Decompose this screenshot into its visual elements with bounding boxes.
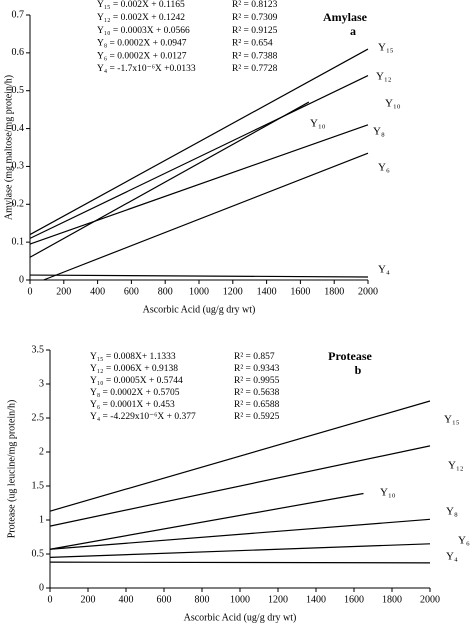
equation: Y₁₅ = 0.002X + 0.1165 (97, 0, 185, 10)
r-squared: R² = 0.7309 (232, 13, 278, 23)
series-line (29, 75, 369, 239)
r-squared: R² = 0.7728 (232, 64, 278, 74)
series-line (29, 274, 369, 278)
y-tick-label: 0 (19, 274, 24, 285)
y-tick-label: 0.5 (32, 548, 45, 559)
x-tick-label: 600 (157, 594, 172, 605)
y-tick-label: 0 (39, 582, 44, 593)
series-label: Y₁₂ (448, 460, 464, 472)
y-axis-title: Amylase (mg maltose/mg protein/h) (3, 75, 14, 220)
series-label: Y₁₅ (378, 42, 394, 54)
x-tick-label: 1000 (230, 594, 250, 605)
y-tick-label: 1.5 (32, 480, 45, 491)
series-label: Y₄ (378, 264, 390, 276)
chart-subtitle: a (350, 24, 356, 38)
series-label: Y₆ (458, 535, 470, 547)
equation: Y₈ = 0.0002X + 0.0947 (97, 39, 187, 49)
y-tick-label: 0.3 (12, 161, 25, 172)
x-tick-label: 1200 (223, 286, 243, 297)
equation: Y₄ = -4.229x10⁻⁶X + 0.377 (90, 412, 196, 422)
chart-title: Protease (328, 349, 372, 363)
series-label: Y₁₂ (376, 71, 392, 83)
chart-title: Amylase (323, 10, 368, 24)
x-tick-label: 600 (124, 286, 139, 297)
series-line (49, 543, 431, 558)
r-squared: R² = 0.8123 (232, 0, 278, 10)
series-label: Y₆ (378, 162, 390, 174)
x-tick-label: 1000 (189, 286, 209, 297)
x-tick-label: 1600 (344, 594, 364, 605)
x-tick-label: 200 (81, 594, 96, 605)
x-tick-label: 800 (158, 286, 173, 297)
x-tick-label: 1800 (324, 286, 344, 297)
y-tick-label: 0.5 (12, 85, 25, 96)
series-label: Y₁₀ (380, 487, 396, 499)
r-squared: R² = 0.5925 (234, 412, 280, 422)
equation: Y₁₀ = 0.0003X + 0.0566 (97, 26, 190, 36)
x-tick-label: 1800 (382, 594, 402, 605)
series-label: Y₁₀ (385, 98, 401, 110)
series-line (49, 492, 364, 550)
series-label: Y₈ (446, 506, 458, 518)
annotation: Y₁₀ (310, 118, 326, 130)
y-tick-label: 3.5 (32, 344, 45, 355)
equation: Y₁₂ = 0.002X + 0.1242 (97, 13, 185, 23)
y-tick-label: 0.7 (12, 9, 25, 20)
x-tick-label: 400 (119, 594, 134, 605)
equation: Y₁₀ = 0.0005X + 0.5744 (90, 376, 183, 386)
series-label: Y₄ (446, 551, 458, 563)
x-tick-label: 200 (56, 286, 71, 297)
chart-subtitle: b (355, 363, 362, 377)
r-squared: R² = 0.7388 (232, 51, 278, 61)
x-tick-label: 800 (195, 594, 210, 605)
series-line (29, 101, 310, 258)
equation: Y₄ = -1.7x10⁻⁶X +0.0133 (97, 64, 196, 74)
x-tick-label: 1400 (306, 594, 326, 605)
x-tick-label: 2000 (358, 286, 378, 297)
x-tick-label: 0 (48, 594, 53, 605)
r-squared: R² = 0.6588 (234, 400, 280, 410)
r-squared: R² = 0.9125 (232, 26, 278, 36)
equation: Y₆ = 0.0002X + 0.0127 (97, 51, 187, 61)
y-tick-label: 0.2 (12, 199, 25, 210)
equation: Y₆ = 0.0001X + 0.453 (90, 400, 175, 410)
series-line (49, 445, 431, 527)
y-tick-label: 0.4 (12, 123, 25, 134)
y-tick-label: 2 (39, 446, 44, 457)
y-tick-label: 0.6 (12, 47, 25, 58)
x-tick-label: 1600 (290, 286, 310, 297)
y-tick-label: 0.1 (12, 236, 25, 247)
x-axis-title: Ascorbic Acid (ug/g dry wt) (184, 612, 297, 623)
y-tick-label: 3 (39, 378, 44, 389)
y-axis-title: Protease (ug leucine/mg protein/h) (6, 400, 17, 539)
r-squared: R² = 0.654 (232, 39, 273, 49)
r-squared: R² = 0.857 (234, 352, 275, 362)
x-tick-label: 1200 (268, 594, 288, 605)
equation: Y₈ = 0.0002X + 0.5705 (90, 388, 180, 398)
series-label: Y₁₅ (444, 414, 460, 426)
equation: Y₁₂ = 0.006X + 0.9138 (90, 364, 178, 374)
series-line (49, 518, 431, 550)
equation: Y₁₅ = 0.008X+ 1.1333 (90, 352, 176, 362)
r-squared: R² = 0.9955 (234, 376, 280, 386)
x-tick-label: 400 (90, 286, 105, 297)
x-tick-label: 0 (28, 286, 33, 297)
x-tick-label: 2000 (420, 594, 440, 605)
series-line (49, 561, 431, 564)
x-tick-label: 1400 (257, 286, 277, 297)
series-line (49, 400, 431, 512)
series-label: Y₈ (373, 126, 385, 138)
series-line (29, 124, 369, 245)
r-squared: R² = 0.5638 (234, 388, 280, 398)
y-tick-label: 2.5 (32, 412, 45, 423)
y-tick-label: 1 (39, 514, 44, 525)
x-axis-title: Ascorbic Acid (ug/g dry wt) (143, 304, 256, 315)
series-line (29, 48, 369, 236)
r-squared: R² = 0.9343 (234, 364, 280, 374)
series-line (43, 152, 369, 281)
